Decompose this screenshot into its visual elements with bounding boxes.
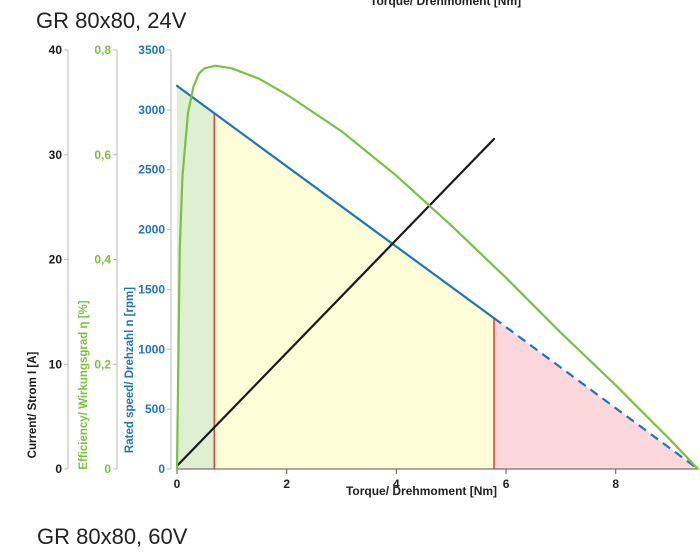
speed-tick-label: 2000 xyxy=(138,223,165,237)
speed-tick-label: 0 xyxy=(158,462,165,476)
efficiency-tick-label: 0,8 xyxy=(94,43,111,57)
series-lines xyxy=(175,64,700,471)
efficiency-tick-label: 0,6 xyxy=(94,148,111,162)
current-axis-title: Current/ Strom I [A] xyxy=(27,351,39,458)
x-tick-label: 6 xyxy=(503,477,510,491)
x-tick-label: 2 xyxy=(283,477,290,491)
current-tick-label: 40 xyxy=(49,43,63,57)
speed-tick-label: 3500 xyxy=(138,43,165,57)
region-1 xyxy=(214,113,494,470)
speed-tick-label: 3000 xyxy=(138,103,165,117)
x-tick-label: 8 xyxy=(612,477,619,491)
efficiency-tick-label: 0 xyxy=(104,462,111,476)
x-axis-label: Torque/ Drehmoment [Nm] xyxy=(346,484,497,498)
efficiency-tick-label: 0,2 xyxy=(94,357,111,371)
axis-labels: Torque/ Drehmoment [Nm] Current/ Strom I … xyxy=(27,287,497,498)
motor-title-24v: GR 80x80, 24V xyxy=(36,8,187,33)
current-tick-label: 0 xyxy=(55,462,62,476)
current-line xyxy=(175,137,496,467)
speed-axis-title: Rated speed/ Drehzahl n [rpm] xyxy=(124,287,136,453)
current-tick-label: 20 xyxy=(49,253,63,267)
current-tick-label: 10 xyxy=(49,357,63,371)
region-0 xyxy=(177,85,215,470)
speed-tick-label: 2500 xyxy=(138,163,165,177)
speed-line-extended xyxy=(493,317,699,470)
speed-tick-label: 1000 xyxy=(138,342,165,356)
efficiency-axis-title: Efficiency/ Wirkungsgrad η [%] xyxy=(78,300,90,469)
top-axis-title: Torque/ Drehmoment [Nm] xyxy=(370,0,522,8)
efficiency-tick-label: 0,4 xyxy=(94,253,111,267)
current-tick-label: 30 xyxy=(49,148,63,162)
efficiency-line xyxy=(175,64,700,471)
x-tick-label: 0 xyxy=(174,477,181,491)
speed-tick-label: 500 xyxy=(145,402,165,416)
speed-tick-label: 1500 xyxy=(138,282,165,296)
motor-title-60v: GR 80x80, 60V xyxy=(37,524,188,549)
speed-line xyxy=(175,84,496,320)
x-tick-label: 4 xyxy=(393,477,400,491)
axes: 0 2 4 6 8 0 10 20 30 40 0 0,2 0,4 0,6 0,8 0 500 1000 1500 2… xyxy=(49,43,698,491)
